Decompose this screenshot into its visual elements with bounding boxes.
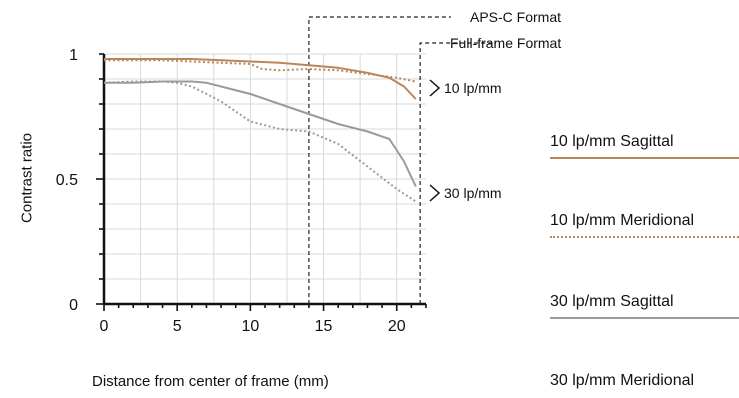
legend-swatch: [550, 317, 739, 319]
legend-label: 30 lp/mm Sagittal: [550, 293, 674, 310]
legend-item: 30 lp/mm Meridional: [550, 372, 739, 390]
format-marker-1-label: Full-frame Format: [450, 35, 561, 51]
tick-labels: 00.510 5 10 15 20: [56, 47, 406, 335]
annotations: 10 lp/mm 30 lp/mm: [429, 79, 502, 202]
series-lines: [103, 58, 417, 203]
annotation-bracket: [429, 184, 441, 202]
legend-label: 10 lp/mm Meridional: [550, 212, 695, 229]
legend-swatch: [550, 157, 739, 159]
series-line-2: [104, 80, 417, 187]
x-tick-label: 20: [388, 318, 406, 335]
y-axis-label: Contrast ratio: [18, 132, 36, 224]
y-tick-label: 1: [69, 47, 78, 64]
y-tick-label: 0.5: [56, 172, 78, 189]
x-axis-label: Distance from center of frame (mm): [92, 373, 329, 390]
grid: [104, 53, 426, 304]
annotation-bracket: [429, 79, 441, 97]
legend-item: 10 lp/mm Meridional: [550, 212, 739, 238]
x-tick-label: 15: [315, 318, 333, 335]
legend-label: 10 lp/mm Sagittal: [550, 133, 674, 150]
format-marker-0-line: [308, 16, 451, 304]
x-tick-label: 10: [241, 318, 259, 335]
series-line-1: [104, 59, 416, 83]
annotation-label: 10 lp/mm: [444, 80, 502, 96]
series-line-0: [104, 58, 417, 100]
annotation-label: 30 lp/mm: [444, 185, 502, 201]
format-marker-0-label: APS-C Format: [470, 9, 561, 25]
format-marker-1-line: [419, 42, 497, 304]
y-tick-label: 0: [69, 297, 78, 314]
x-tick-label: 0: [100, 318, 109, 335]
legend-item: 30 lp/mm Sagittal: [550, 293, 739, 319]
axes: [96, 53, 427, 311]
format-markers: APS-C Format Full-frame Format: [308, 9, 561, 304]
x-tick-label: 5: [173, 318, 182, 335]
legend-item: 10 lp/mm Sagittal: [550, 133, 739, 159]
legend-label: 30 lp/mm Meridional: [550, 372, 695, 389]
legend-swatch: [550, 236, 739, 238]
series-line-3: [103, 80, 417, 203]
